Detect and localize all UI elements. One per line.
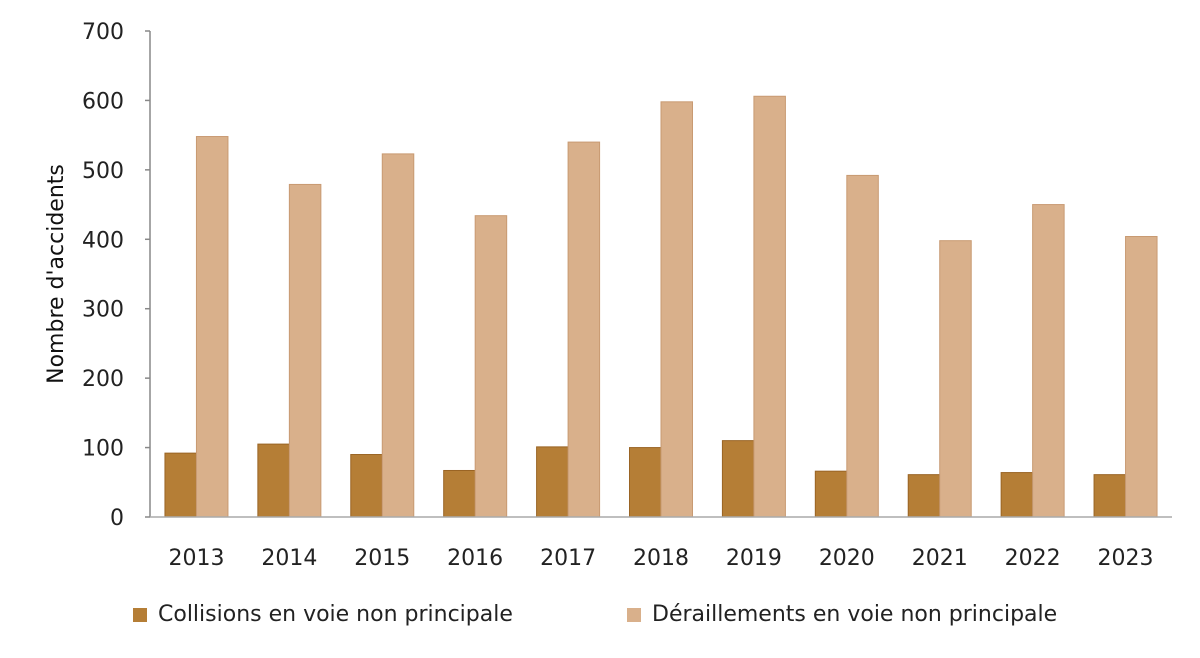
bar-collisions-2017 [536, 446, 569, 518]
x-tick-label: 2018 [633, 546, 689, 571]
bar-deraillements-2018 [660, 101, 693, 518]
x-tick-label: 2022 [1005, 546, 1061, 571]
bar-collisions-2021 [907, 474, 941, 518]
x-tick-label: 2014 [261, 546, 317, 571]
x-tick-label: 2019 [726, 546, 782, 571]
x-tick-label: 2020 [819, 546, 875, 571]
x-tick-label: 2013 [168, 546, 224, 571]
bar-collisions-2018 [629, 447, 662, 518]
legend-item-deraillements: Déraillements en voie non principale [627, 602, 1057, 627]
y-tick-label: 700 [82, 20, 124, 45]
bar-deraillements-2016 [474, 215, 508, 518]
bar-collisions-2022 [1000, 472, 1034, 518]
bar-collisions-2020 [814, 470, 848, 518]
bar-deraillements-2021 [939, 240, 972, 518]
bar-deraillements-2014 [288, 183, 322, 518]
x-tick-label: 2016 [447, 546, 503, 571]
bar-collisions-2013 [164, 452, 197, 518]
legend-swatch-collisions [133, 607, 147, 622]
x-tick-label: 2021 [912, 546, 968, 571]
bar-deraillements-2015 [381, 153, 415, 518]
bar-collisions-2019 [721, 440, 755, 518]
bar-deraillements-2022 [1032, 204, 1065, 518]
legend-item-collisions: Collisions en voie non principale [133, 602, 513, 627]
y-tick-label: 600 [82, 89, 124, 114]
bar-collisions-2016 [443, 469, 476, 518]
y-tick-label: 100 [82, 437, 124, 462]
bar-deraillements-2023 [1125, 236, 1158, 518]
legend-label-deraillements: Déraillements en voie non principale [652, 602, 1058, 627]
x-tick-label: 2017 [540, 546, 596, 571]
y-tick-label: 0 [110, 506, 124, 531]
y-tick-label: 400 [82, 228, 124, 253]
x-tick-label: 2023 [1098, 546, 1154, 571]
legend-label-collisions: Collisions en voie non principale [158, 602, 513, 627]
bar-collisions-2015 [350, 454, 383, 518]
y-tick-label: 200 [82, 367, 124, 392]
bar-deraillements-2020 [846, 174, 879, 518]
y-axis-label: Nombre d'accidents [44, 164, 69, 384]
bar-deraillements-2017 [567, 141, 601, 518]
bar-deraillements-2019 [753, 95, 786, 518]
y-tick-label: 500 [82, 159, 124, 184]
x-tick-label: 2015 [354, 546, 410, 571]
bar-collisions-2023 [1093, 474, 1127, 518]
y-tick-label: 300 [82, 298, 124, 323]
legend-swatch-deraillements [627, 607, 641, 622]
bar-collisions-2014 [257, 443, 290, 518]
bar-deraillements-2013 [195, 136, 229, 518]
